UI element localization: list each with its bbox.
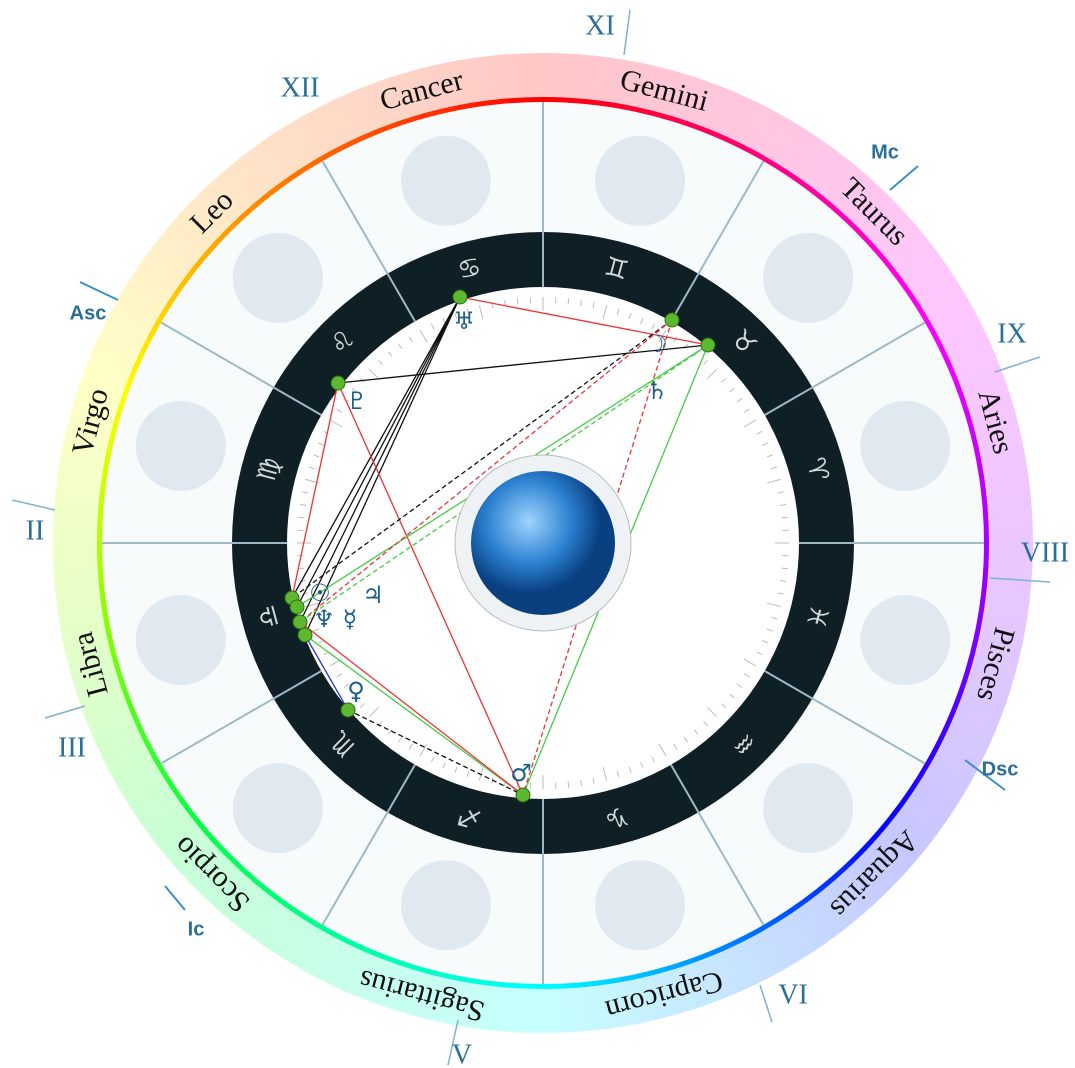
sign-name: Virgo xyxy=(66,385,115,459)
zodiac-icon xyxy=(136,401,226,491)
house-cusp xyxy=(45,706,85,718)
angle-label: Dsc xyxy=(982,758,1019,780)
house-cusp xyxy=(760,985,772,1022)
degree-tick xyxy=(568,782,569,788)
planet-glyph: ♀ xyxy=(347,677,365,705)
zodiac-icon xyxy=(233,763,323,853)
angle-axis xyxy=(890,166,918,190)
chart-page: Aries♈Taurus♉Gemini♊Cancer♋Leo♌Virgo♍Lib… xyxy=(0,0,1075,1068)
house-number: XI xyxy=(585,10,615,41)
degree-tick xyxy=(782,517,788,518)
sign-name: Gemini xyxy=(617,63,712,118)
planet-dot xyxy=(453,290,467,304)
sign-name: Aries xyxy=(971,386,1020,457)
zodiac-icon xyxy=(233,233,323,323)
planet-dot xyxy=(516,788,530,802)
house-cusp xyxy=(990,578,1050,582)
house-number: XII xyxy=(281,72,320,103)
zodiac-icon xyxy=(136,595,226,685)
sign-name: Cancer xyxy=(376,63,467,117)
angle-label: Asc xyxy=(70,302,107,324)
house-cusp xyxy=(12,500,55,510)
planet-dot xyxy=(331,376,345,390)
planet-glyph: ♄ xyxy=(646,377,668,405)
house-number: III xyxy=(58,732,86,763)
sign-name: Libra xyxy=(66,629,115,700)
planet-glyph: ♆ xyxy=(313,605,335,633)
angle-axis xyxy=(165,886,185,910)
planet-dot xyxy=(290,600,304,614)
zodiac-icon xyxy=(595,860,685,950)
zodiac-icon xyxy=(860,401,950,491)
degree-tick xyxy=(568,298,569,304)
zodiac-icon xyxy=(763,763,853,853)
zodiac-icon xyxy=(860,595,950,685)
angle-axis xyxy=(80,282,118,300)
planet-glyph: ☉ xyxy=(309,579,331,607)
house-number: VIII xyxy=(1021,537,1069,568)
planet-glyph: ♅ xyxy=(453,307,475,335)
house-number: V xyxy=(452,1039,472,1068)
house-cusp xyxy=(624,10,630,55)
planet-glyph: ♃ xyxy=(362,581,384,609)
planet-dot xyxy=(298,628,312,642)
sign-name: Pisces xyxy=(970,624,1021,705)
house-number: IX xyxy=(997,318,1027,349)
angle-label: Mc xyxy=(871,141,899,163)
planet-glyph: ♇ xyxy=(346,387,368,415)
house-number: VI xyxy=(778,979,808,1010)
zodiac-icon xyxy=(763,233,853,323)
planet-dot xyxy=(665,313,679,327)
degree-tick xyxy=(782,568,788,569)
degree-tick xyxy=(298,568,304,569)
natal-wheel: Aries♈Taurus♉Gemini♊Cancer♋Leo♌Virgo♍Lib… xyxy=(0,0,1075,1068)
globe xyxy=(471,471,615,615)
degree-tick xyxy=(517,298,518,304)
zodiac-icon xyxy=(401,136,491,226)
angle-label: Ic xyxy=(188,918,205,940)
planet-dot xyxy=(341,703,355,717)
house-number: II xyxy=(26,515,45,546)
planet-glyph: ☿ xyxy=(343,605,358,633)
planet-glyph: ☽ xyxy=(646,330,668,358)
zodiac-icon xyxy=(401,860,491,950)
planet-glyph: ♂ xyxy=(510,759,532,787)
planet-dot xyxy=(293,615,307,629)
degree-tick xyxy=(298,517,304,518)
house-cusp xyxy=(995,357,1040,372)
zodiac-icon xyxy=(595,136,685,226)
planet-dot xyxy=(701,338,715,352)
